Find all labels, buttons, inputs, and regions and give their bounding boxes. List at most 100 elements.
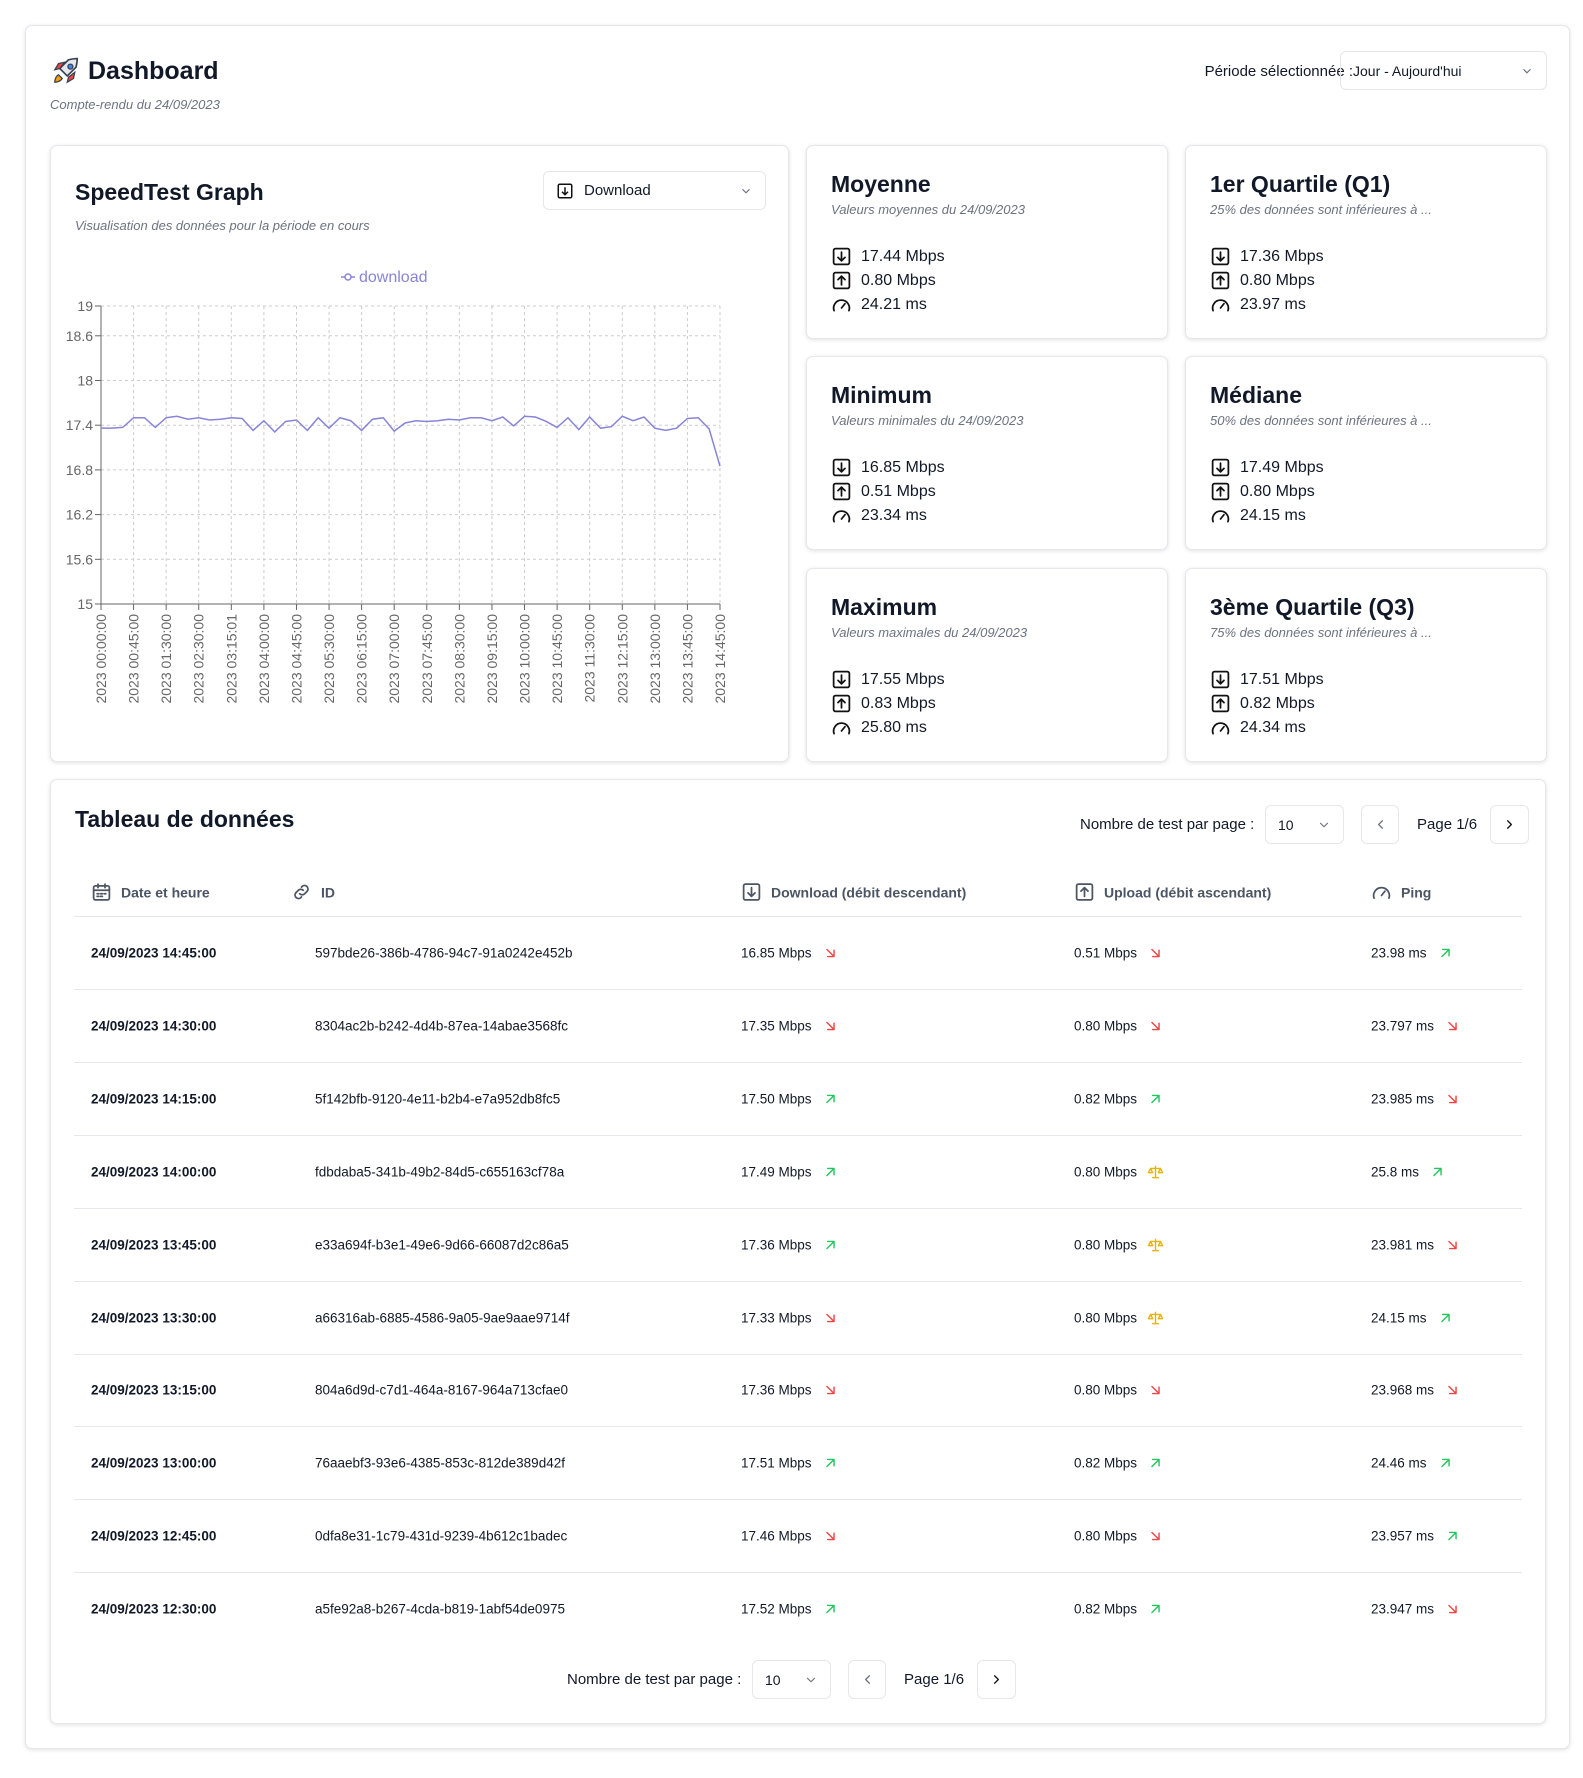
x-tick-label: 2023 00:00:00 — [93, 614, 109, 704]
stat-subtitle: 25% des données sont inférieures à ... — [1210, 202, 1432, 217]
per-page-select[interactable]: 10 — [1265, 805, 1344, 844]
cell-text: 23.98 ms — [1371, 945, 1427, 961]
cell-download: 17.51 Mbps — [741, 1455, 839, 1472]
cell-text: 0.80 Mbps — [1074, 1310, 1138, 1325]
cell-text: 597bde26-386b-4786-94c7-91a0242e452b — [315, 945, 573, 961]
cell-ping: 23.968 ms — [1371, 1382, 1461, 1399]
stat-value: 17.49 Mbps — [1240, 458, 1324, 476]
cell-ping: 23.797 ms — [1371, 1017, 1461, 1034]
next-button[interactable] — [977, 1660, 1016, 1699]
stat-ping: 24.15 ms — [1210, 505, 1306, 526]
graph-card: SpeedTest Graph Visualisation des donnée… — [50, 145, 789, 762]
y-tick-label: 18.6 — [66, 328, 93, 344]
download-icon — [832, 247, 851, 266]
cell-download: 17.36 Mbps — [741, 1382, 839, 1399]
stat-ping: 23.34 ms — [831, 505, 927, 526]
x-tick-label: 2023 05:30:00 — [321, 614, 337, 704]
chevron — [1319, 822, 1329, 827]
cell-date: 24/09/2023 14:15:00 — [91, 1091, 216, 1106]
trend-icon — [1151, 1094, 1160, 1104]
cell-text: 24/09/2023 13:30:00 — [91, 1310, 217, 1325]
row-divider — [74, 1353, 1522, 1355]
column-header: Date et heure — [91, 882, 210, 903]
cell-upload: 0.80 Mbps — [1074, 1236, 1164, 1253]
cell-text: 24/09/2023 12:45:00 — [91, 1528, 217, 1544]
cell-text: 24/09/2023 14:00:00 — [91, 1164, 217, 1180]
row-divider — [74, 1572, 1522, 1574]
column-header: Ping — [1371, 882, 1431, 903]
trend-icon — [1151, 1604, 1160, 1614]
stat-download: 16.85 Mbps — [831, 457, 945, 478]
trend-icon — [1448, 1531, 1457, 1541]
cell-date: 24/09/2023 12:45:00 — [91, 1529, 216, 1544]
stat-value: 17.51 Mbps — [1240, 670, 1324, 688]
cell-text: 25.8 ms — [1371, 1164, 1420, 1180]
cell-text: 17.35 Mbps — [741, 1018, 812, 1034]
stat-value: 17.44 Mbps — [861, 247, 945, 265]
upload-icon — [1211, 694, 1230, 713]
download-icon — [832, 458, 851, 477]
cell-id: 804a6d9d-c7d1-464a-8167-964a713cfae0 — [315, 1383, 568, 1398]
prev-button[interactable] — [1361, 805, 1399, 844]
stat-value: 17.55 Mbps — [861, 670, 945, 688]
cell-text: 17.46 Mbps — [741, 1528, 812, 1544]
cell-text: a5fe92a8-b267-4cda-b819-1abf54de0975 — [315, 1601, 565, 1617]
upload-icon — [832, 271, 851, 290]
x-tick-label: 2023 01:30:00 — [158, 614, 174, 704]
x-tick-label: 2023 13:00:00 — [647, 614, 663, 704]
next-button[interactable] — [1490, 805, 1529, 844]
per-page-select[interactable]: 10 — [752, 1660, 831, 1699]
stat-ping: 24.21 ms — [831, 294, 927, 315]
stat-upload: 0.83 Mbps — [831, 693, 936, 714]
graph-select[interactable]: Download — [543, 171, 766, 210]
stat-download: 17.49 Mbps — [1210, 457, 1324, 478]
cell-text: 24/09/2023 13:00:00 — [91, 1455, 217, 1471]
stat-subtitle: 50% des données sont inférieures à ... — [1210, 413, 1432, 428]
row-divider — [74, 989, 1522, 990]
cell-text: 24/09/2023 12:30:00 — [91, 1601, 217, 1617]
stat-download: 17.55 Mbps — [831, 669, 945, 690]
stat-subtitle: Valeurs moyennes du 24/09/2023 — [831, 202, 1025, 217]
stat-ping: 24.34 ms — [1210, 717, 1306, 738]
stat-value: 23.97 ms — [1240, 295, 1306, 313]
row-divider — [74, 1499, 1522, 1501]
period-select[interactable]: Jour - Aujourd'hui — [1340, 51, 1547, 90]
column-icon — [1075, 883, 1094, 901]
cell-upload: 0.80 Mbps — [1074, 1528, 1164, 1545]
x-tick-label: 2023 11:30:00 — [582, 614, 598, 703]
per-page-label: Nombre de test par page : — [1080, 816, 1255, 833]
stat-subtitle: Valeurs maximales du 24/09/2023 — [831, 625, 1028, 640]
upload-icon — [832, 482, 851, 501]
stat-value: 16.85 Mbps — [861, 458, 945, 476]
prev-button[interactable] — [848, 1660, 886, 1699]
download-icon — [557, 183, 573, 198]
ping-icon — [1211, 299, 1230, 312]
cell-text: 23.957 ms — [1371, 1528, 1435, 1544]
cell-date: 24/09/2023 12:30:00 — [91, 1602, 216, 1617]
download-icon — [832, 670, 851, 689]
cell-text: 23.985 ms — [1371, 1091, 1435, 1107]
trend-icon — [1448, 1094, 1457, 1104]
ping-icon — [1211, 722, 1230, 735]
stat-card: 3ème Quartile (Q3) 75% des données sont i… — [1185, 568, 1547, 762]
row-divider — [74, 1280, 1522, 1282]
cell-text: 24/09/2023 14:45:00 — [91, 945, 217, 961]
trend-icon — [1151, 1386, 1160, 1395]
cell-text: 17.50 Mbps — [741, 1091, 812, 1107]
trend-icon — [1448, 1386, 1457, 1395]
chevron-right — [1507, 820, 1512, 829]
cell-download: 17.36 Mbps — [741, 1236, 839, 1253]
row-divider — [74, 1134, 1522, 1136]
trend-icon — [1448, 1021, 1457, 1031]
row-divider — [74, 1207, 1522, 1209]
x-tick-label: 2023 04:45:00 — [288, 614, 304, 704]
column-header: ID — [291, 882, 335, 903]
stat-upload: 0.80 Mbps — [831, 270, 936, 291]
cell-text: 0.82 Mbps — [1074, 1601, 1138, 1617]
cell-ping: 23.985 ms — [1371, 1090, 1461, 1107]
header-divider — [74, 916, 1522, 917]
cell-text: 17.36 Mbps — [741, 1382, 812, 1398]
cell-text: e33a694f-b3e1-49e6-9d66-66087d2c86a5 — [315, 1237, 569, 1253]
x-tick-label: 2023 00:45:00 — [126, 614, 142, 704]
cell-text: 8304ac2b-b242-4d4b-87ea-14abae3568fc — [315, 1018, 568, 1034]
